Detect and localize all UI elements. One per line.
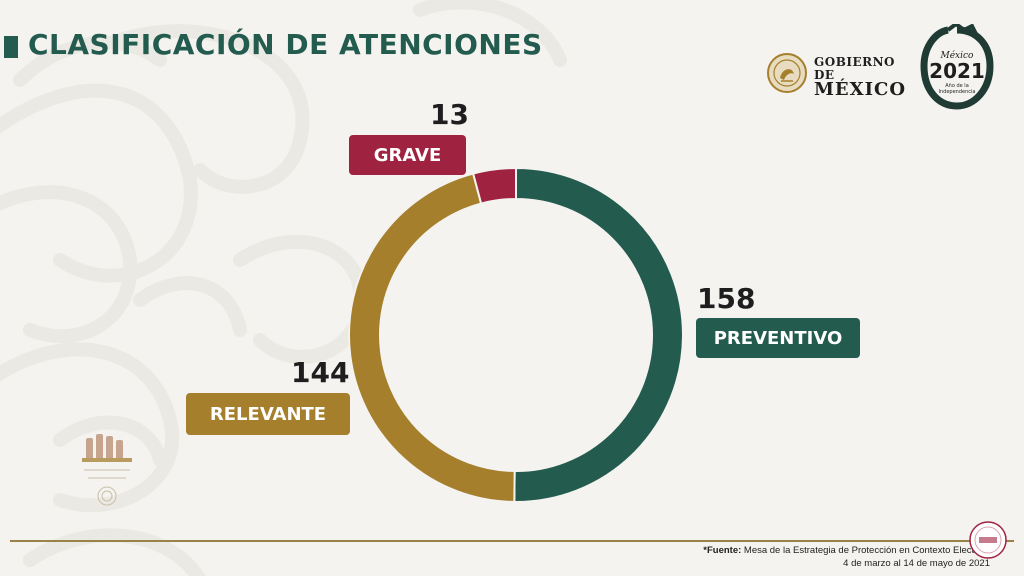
source-label: *Fuente: [703,545,742,556]
corner-seal-icon [969,521,1007,559]
mexico-2021-logo-icon: México 2021 Año de la Independencia [920,24,994,110]
donut-slice-relevante [348,172,516,504]
value-label-preventivo: 158 [697,282,756,315]
source-line: *Fuente: Mesa de la Estrategia de Protec… [703,545,990,558]
value-label-grave: 13 [430,98,469,131]
logo-2021-top-text: México [940,50,975,61]
page-title: CLASIFICACIÓN DE ATENCIONES [28,28,543,61]
gov-logo-text: GOBIERNO DE MÉXICO [814,56,906,100]
donut-slice-preventivo [513,166,684,503]
source-date-range: 4 de marzo al 14 de mayo de 2021 [843,557,990,569]
gov-logo-line1: GOBIERNO DE [814,55,895,82]
gov-logo-line2: MÉXICO [814,79,907,101]
logo-2021-sub1-text: Año de la [945,83,969,89]
source-note: *Fuente: Mesa de la Estrategia de Protec… [703,545,990,571]
gobierno-de-mexico-logo: GOBIERNO DE MÉXICO [766,50,906,99]
footer-rule [10,540,1014,542]
value-label-relevante: 144 [291,356,350,389]
category-label-preventivo: PREVENTIVO [696,318,860,358]
source-text: Mesa de la Estrategia de Protección en C… [741,545,990,556]
historical-figures-emblem-icon [82,434,132,506]
category-label-relevante: RELEVANTE [186,393,350,435]
mexico-emblem-icon [767,53,807,93]
donut-slice-grave [471,166,517,205]
category-label-grave: GRAVE [349,135,466,175]
logo-2021-year-text: 2021 [929,59,985,83]
logo-2021-sub2-text: Independencia [939,89,976,95]
title-accent-bar [4,36,18,58]
